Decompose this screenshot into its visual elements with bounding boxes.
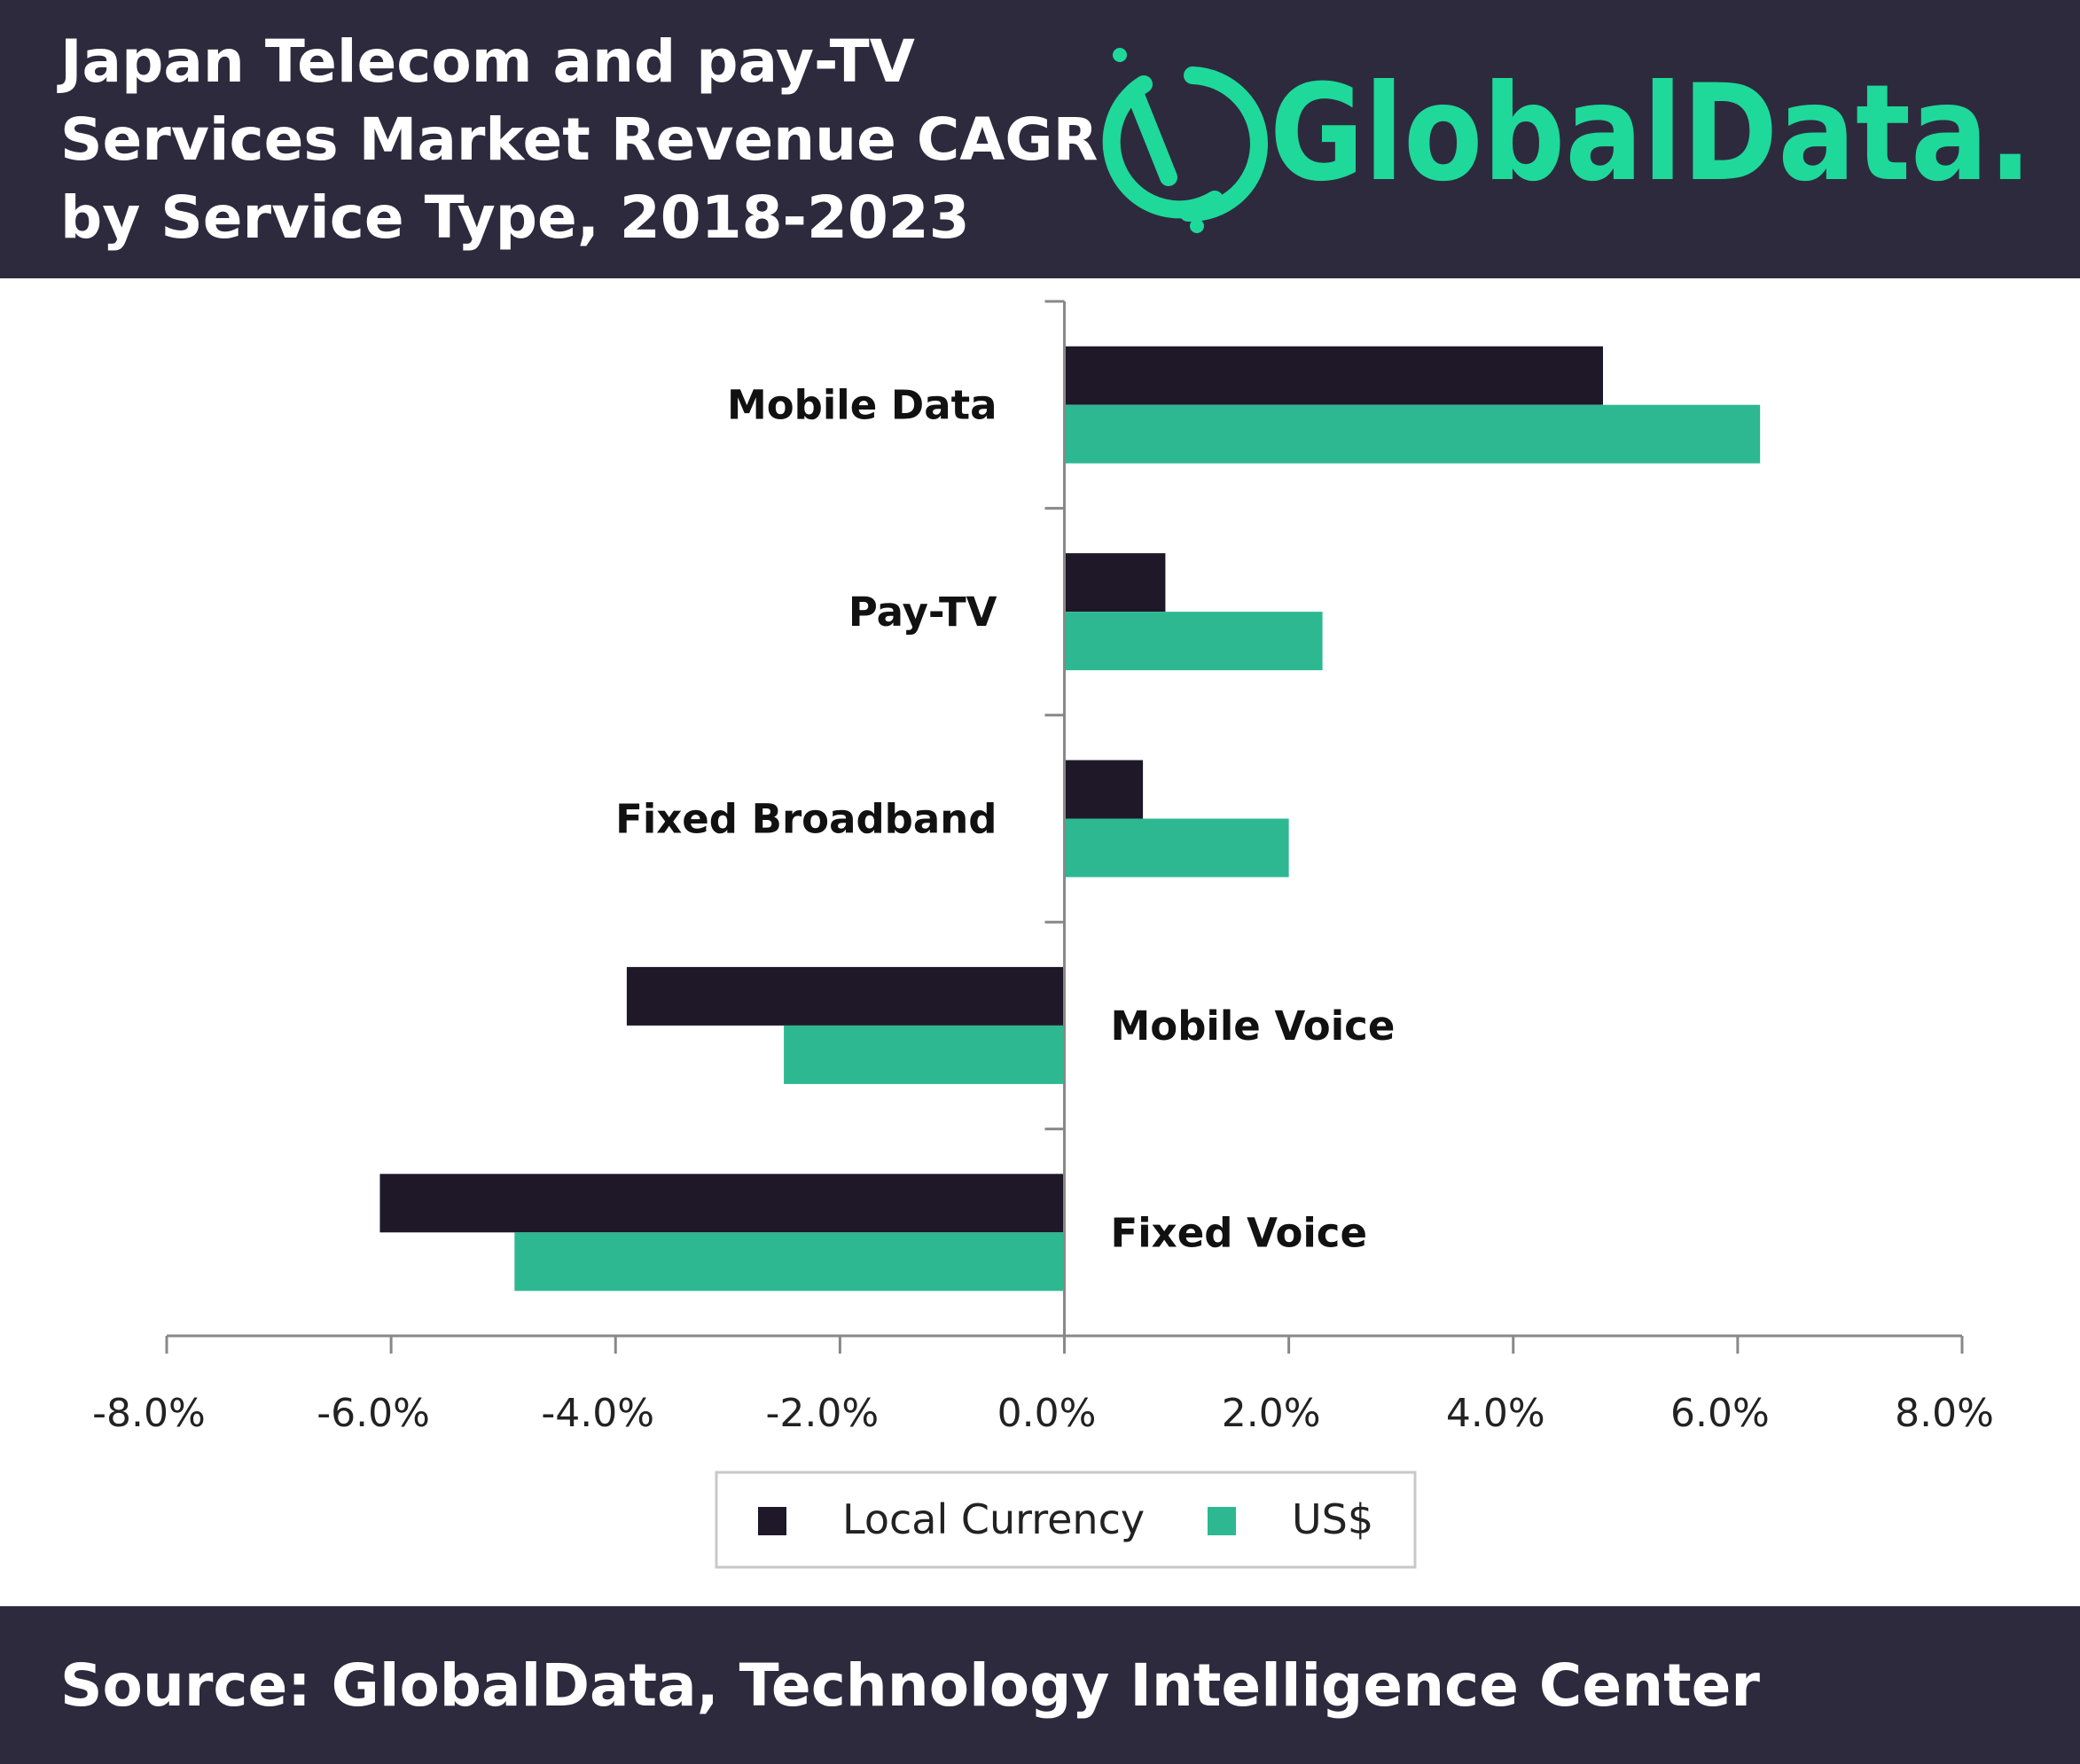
category-label: Fixed Broadband — [615, 796, 997, 843]
bar-fixed-voice-local-currency — [379, 1174, 1065, 1233]
chart-title-line-1: Japan Telecom and pay-TV — [57, 27, 915, 96]
legend-swatch-local-currency — [758, 1507, 786, 1535]
logo-mark-icon — [1102, 48, 1268, 233]
legend-swatch-usd — [1208, 1507, 1236, 1535]
x-tick-label: 0.0% — [997, 1391, 1097, 1436]
bar-fixed-voice-usd — [514, 1232, 1065, 1292]
category-label: Mobile Voice — [1111, 1003, 1396, 1050]
x-tick-label: 8.0% — [1895, 1391, 1994, 1436]
source-note: Source: GlobalData, Technology Intellige… — [60, 1651, 1760, 1720]
legend-label-local-currency: Local Currency — [842, 1495, 1145, 1543]
header-bar — [0, 0, 2080, 278]
x-tick-label: -2.0% — [766, 1391, 880, 1436]
category-label: Fixed Voice — [1111, 1209, 1368, 1256]
x-tick-label: -6.0% — [317, 1391, 430, 1436]
bar-fixed-broadband-usd — [1064, 818, 1289, 878]
legend-box — [715, 1471, 1417, 1569]
x-tick-label: 2.0% — [1222, 1391, 1321, 1436]
chart-title-line-2: Services Market Revenue CAGR — [60, 105, 1098, 174]
x-tick-label: -8.0% — [92, 1391, 206, 1436]
category-label: Pay-TV — [848, 589, 997, 636]
logo-text: GlobalData. — [1270, 57, 2032, 211]
x-tick-label: 4.0% — [1446, 1391, 1545, 1436]
bar-pay-tv-usd — [1064, 612, 1323, 671]
bar-mobile-voice-usd — [784, 1025, 1065, 1084]
bar-mobile-voice-local-currency — [626, 966, 1065, 1026]
x-tick-label: -4.0% — [541, 1391, 654, 1436]
globaldata-logo: GlobalData. — [1102, 48, 2032, 233]
bar-mobile-data-usd — [1064, 404, 1761, 464]
bar-pay-tv-local-currency — [1064, 553, 1166, 613]
bar-mobile-data-local-currency — [1064, 346, 1603, 405]
chart-title-line-3: by Service Type, 2018-2023 — [60, 183, 970, 252]
category-label: Mobile Data — [727, 382, 997, 429]
footer-bar — [0, 1606, 2080, 1764]
legend-label-usd: US$ — [1292, 1495, 1373, 1543]
bar-fixed-broadband-local-currency — [1064, 760, 1144, 819]
x-tick-label: 6.0% — [1670, 1391, 1770, 1436]
